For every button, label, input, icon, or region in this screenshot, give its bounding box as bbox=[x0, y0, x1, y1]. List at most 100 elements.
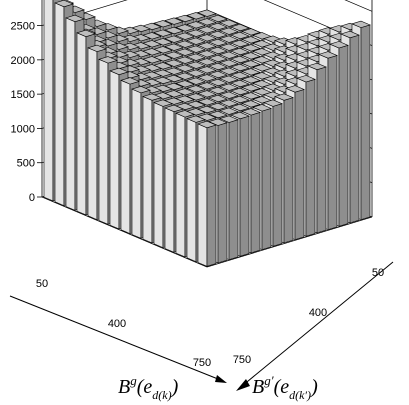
bar-face-top bbox=[208, 14, 228, 23]
bar-face-top bbox=[175, 24, 195, 32]
bar-face-top bbox=[65, 14, 85, 23]
z-axis: 0500100015002000250030003500 bbox=[11, 21, 42, 204]
bar-face-right bbox=[272, 103, 283, 247]
z-tick-label: 1000 bbox=[11, 123, 35, 135]
bars bbox=[43, 0, 371, 267]
bar-face-top bbox=[153, 20, 173, 28]
bar-face-top bbox=[230, 55, 250, 64]
bar-face-top bbox=[219, 51, 239, 59]
bar-face-left bbox=[197, 123, 208, 267]
bar-face-left bbox=[175, 112, 186, 258]
bar-face-top bbox=[230, 87, 250, 96]
bar-face-top bbox=[164, 104, 184, 113]
bar-face-top bbox=[164, 26, 184, 35]
bar-face-top bbox=[208, 22, 228, 31]
bar-face-left bbox=[54, 2, 65, 207]
bar-face-top bbox=[263, 99, 283, 107]
bar-face-top bbox=[230, 23, 250, 32]
bar-face-top bbox=[230, 39, 250, 48]
z-tick-label: 500 bbox=[17, 158, 35, 170]
x-tick-label: 50 bbox=[36, 278, 48, 290]
bar-face-top bbox=[219, 107, 239, 115]
bar-face-top bbox=[219, 19, 239, 27]
bar-face-top bbox=[153, 99, 173, 107]
bar-face-top bbox=[230, 79, 250, 88]
bar-face-top bbox=[230, 103, 250, 112]
bar-face-top bbox=[351, 20, 371, 28]
bar-face-top bbox=[230, 31, 250, 40]
bar-face-left bbox=[164, 107, 175, 253]
bar-face-top bbox=[164, 43, 184, 51]
bar-face-top bbox=[230, 95, 250, 104]
bar-face-right bbox=[360, 24, 371, 221]
bar-face-top bbox=[175, 32, 195, 40]
bar-face-top bbox=[219, 75, 239, 83]
bar-face-top bbox=[197, 58, 217, 66]
bar-face-top bbox=[340, 30, 360, 39]
bar-face-right bbox=[349, 34, 360, 224]
bar-face-top bbox=[164, 35, 184, 43]
bar-face-top bbox=[241, 36, 261, 44]
bar-face-right bbox=[338, 44, 349, 227]
bar-face-top bbox=[208, 62, 228, 71]
bar-face-top bbox=[208, 94, 228, 103]
bar-face-top bbox=[175, 64, 195, 72]
bar-face-left bbox=[65, 17, 76, 211]
bar-face-left bbox=[120, 79, 131, 235]
bar-face-top bbox=[329, 41, 349, 49]
bar-face-top bbox=[197, 82, 217, 90]
bar-face-top bbox=[241, 44, 261, 52]
bar-face-top bbox=[208, 118, 228, 126]
bar-face-top bbox=[175, 80, 195, 88]
bar-face-top bbox=[219, 99, 239, 107]
bar-face-top bbox=[175, 14, 195, 23]
bar-face-top bbox=[186, 61, 206, 69]
bar-face-top bbox=[318, 51, 338, 59]
bar-face-right bbox=[305, 78, 316, 237]
bar-face-top bbox=[175, 56, 195, 64]
bar-face-right bbox=[294, 89, 305, 241]
x-axis-title: Bg(ed(k)) bbox=[118, 373, 179, 402]
bar-face-top bbox=[197, 66, 217, 74]
bar-face-right bbox=[316, 66, 327, 234]
bar-face-top bbox=[230, 63, 250, 72]
bar-face-top bbox=[186, 12, 206, 20]
y-axis-arrowhead bbox=[236, 379, 250, 391]
bar-face-top bbox=[197, 50, 217, 58]
bar-face-top bbox=[241, 92, 261, 100]
bar-face-top bbox=[87, 44, 107, 52]
z-tick-label: 1500 bbox=[11, 89, 35, 101]
x-axis-line bbox=[9, 295, 224, 382]
bar-face-top bbox=[197, 74, 217, 82]
bar-face-right bbox=[327, 55, 338, 231]
bar-face-top bbox=[219, 35, 239, 43]
bar-face-top bbox=[208, 54, 228, 63]
bar-face-top bbox=[241, 108, 261, 116]
bar-face-top bbox=[197, 120, 217, 129]
bar-face-left bbox=[131, 88, 142, 239]
bar-face-top bbox=[219, 115, 239, 123]
bar-face-top bbox=[197, 90, 217, 98]
bar-face-top bbox=[54, 0, 74, 8]
bar-face-top bbox=[252, 104, 272, 112]
bar-face-right bbox=[261, 107, 272, 251]
bar-face-top bbox=[175, 48, 195, 56]
x-axis-arrowhead bbox=[215, 375, 227, 383]
bar-face-top bbox=[274, 93, 294, 101]
bar-face-top bbox=[98, 56, 118, 64]
bar-face-top bbox=[241, 60, 261, 68]
bar-face-top bbox=[296, 75, 316, 83]
x-tick-label: 750 bbox=[193, 357, 211, 369]
bar-face-top bbox=[197, 34, 217, 42]
bar-face-top bbox=[285, 85, 305, 93]
bar-face-top bbox=[230, 47, 250, 56]
bar-face-right bbox=[250, 111, 261, 254]
bar-face-top bbox=[208, 102, 228, 111]
y-tick-label: 50 bbox=[372, 267, 384, 279]
bar-face-right bbox=[283, 97, 294, 244]
bar-face-top bbox=[186, 69, 206, 77]
z-tick-label: 2000 bbox=[11, 55, 35, 67]
bar-face-top bbox=[76, 29, 96, 38]
bar-face-left bbox=[98, 58, 109, 225]
